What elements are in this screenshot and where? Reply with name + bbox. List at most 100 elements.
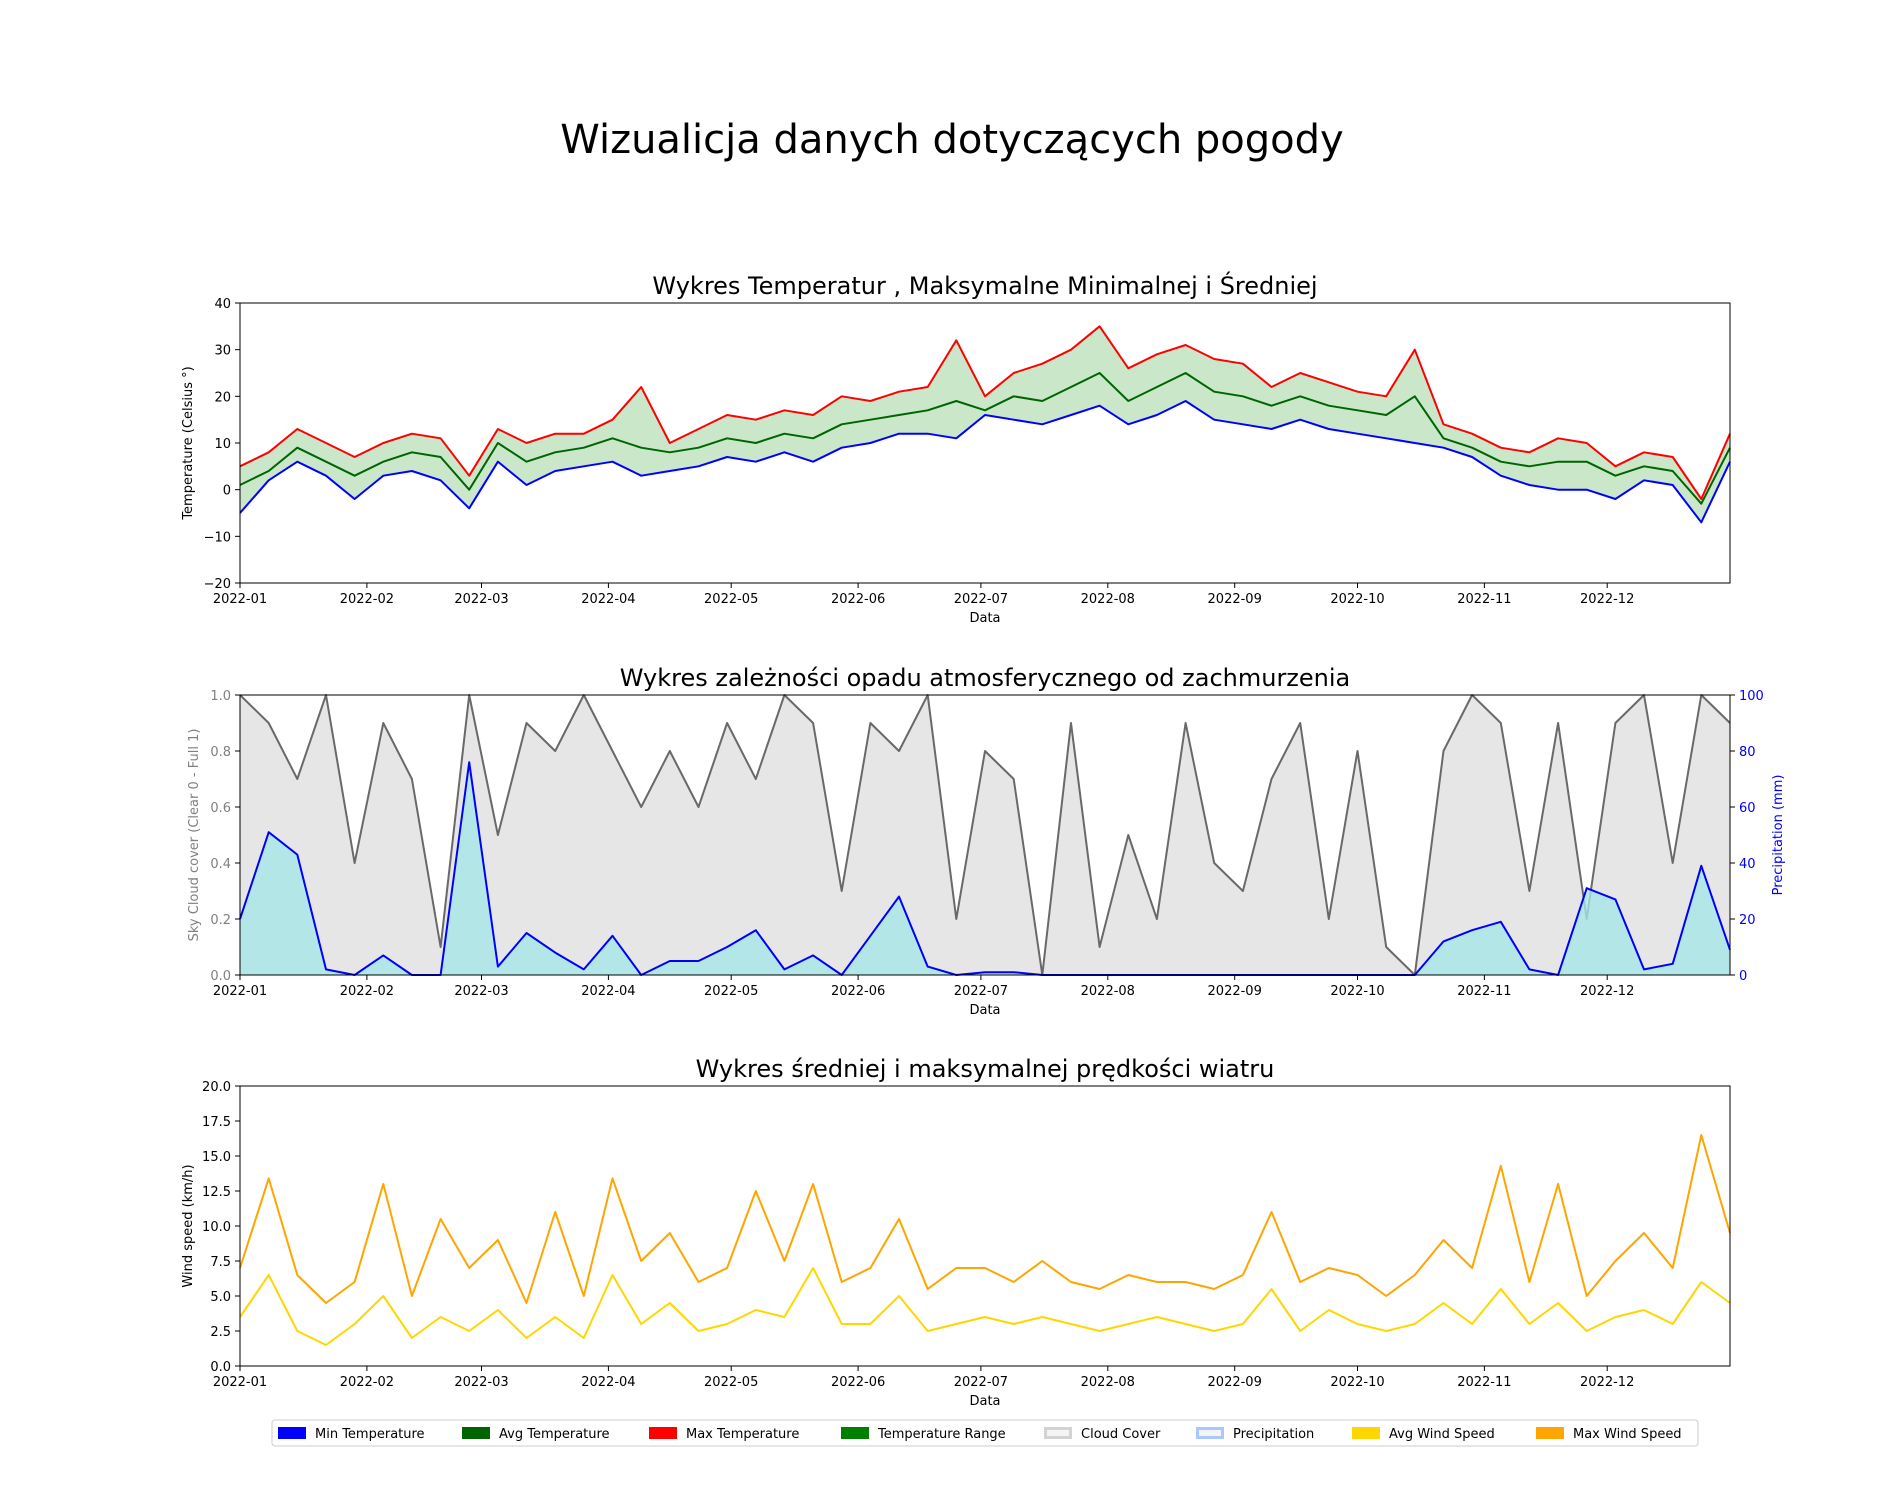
series-area-precipitation — [240, 762, 1730, 975]
x-tick-label: 2022-04 — [581, 1375, 635, 1390]
panel-title: Wykres Temperatur , Maksymalne Minimalne… — [652, 270, 1317, 300]
y-tick-label: 0.0 — [210, 1360, 231, 1375]
legend-label: Precipitation — [1233, 1427, 1314, 1442]
y-tick-label: 0 — [223, 484, 231, 499]
legend-entry: Cloud Cover — [1044, 1427, 1161, 1442]
x-tick-label: 2022-03 — [454, 984, 508, 999]
chart-panel-1: Wykres Temperatur , Maksymalne Minimalne… — [181, 270, 1731, 626]
legend-entry: Max Wind Speed — [1536, 1427, 1682, 1442]
axes-frame — [239, 1085, 1731, 1367]
y-right-tick-label: 100 — [1739, 689, 1764, 704]
x-axis-label: Data — [969, 1003, 1000, 1018]
y-axis-label: Sky Cloud cover (Clear 0 - Full 1) — [187, 729, 202, 942]
x-tick-label: 2022-01 — [213, 592, 267, 607]
y-tick-label: 2.5 — [210, 1325, 231, 1340]
legend-label: Max Wind Speed — [1573, 1427, 1682, 1442]
y-tick-label: 12.5 — [202, 1185, 231, 1200]
x-tick-label: 2022-07 — [954, 984, 1008, 999]
plot-area — [239, 1134, 1731, 1346]
x-tick-label: 2022-12 — [1580, 984, 1634, 999]
x-tick-label: 2022-06 — [831, 592, 885, 607]
legend-swatch — [1352, 1427, 1380, 1439]
x-tick-label: 2022-10 — [1330, 984, 1384, 999]
x-tick-label: 2022-11 — [1457, 1375, 1511, 1390]
y-axis-label: Wind speed (km/h) — [181, 1164, 196, 1287]
y-tick-label: 30 — [214, 344, 231, 359]
legend-swatch — [462, 1427, 490, 1439]
x-tick-label: 2022-02 — [340, 1375, 394, 1390]
legend-entry: Temperature Range — [841, 1427, 1006, 1442]
legend-entry: Min Temperature — [278, 1427, 425, 1442]
y-tick-label: 10 — [214, 437, 231, 452]
y-right-tick-label: 0 — [1739, 969, 1747, 984]
y-tick-label: 17.5 — [202, 1115, 231, 1130]
series-line-avg-temperature — [239, 372, 1731, 505]
y-axis-label: Temperature (Celsius °) — [181, 366, 196, 520]
y-right-axis-label: Precipitation (mm) — [1771, 775, 1786, 896]
x-tick-label: 2022-06 — [831, 1375, 885, 1390]
x-axis-label: Data — [969, 611, 1000, 626]
y-tick-label: 20.0 — [202, 1080, 231, 1095]
series-line-min-temperature — [239, 400, 1731, 524]
series-line-max-wind-speed — [239, 1134, 1731, 1304]
y-right-tick-label: 80 — [1739, 745, 1756, 760]
legend-label: Avg Temperature — [499, 1427, 610, 1442]
y-right-tick-label: 60 — [1739, 801, 1756, 816]
x-tick-label: 2022-01 — [213, 1375, 267, 1390]
legend-entry: Precipitation — [1196, 1427, 1314, 1442]
y-tick-label: 0.4 — [210, 857, 231, 872]
x-tick-label: 2022-08 — [1081, 984, 1135, 999]
x-tick-label: 2022-07 — [954, 1375, 1008, 1390]
x-tick-label: 2022-09 — [1208, 592, 1262, 607]
x-tick-label: 2022-11 — [1457, 592, 1511, 607]
plot-area — [239, 325, 1731, 524]
legend-swatch — [1196, 1427, 1224, 1439]
legend-label: Max Temperature — [686, 1427, 799, 1442]
legend-swatch — [841, 1427, 869, 1439]
y-tick-label: 15.0 — [202, 1150, 231, 1165]
x-tick-label: 2022-08 — [1081, 1375, 1135, 1390]
legend-label: Min Temperature — [315, 1427, 425, 1442]
legend-swatch — [278, 1427, 306, 1439]
x-tick-label: 2022-12 — [1580, 1375, 1634, 1390]
panel-title: Wykres zależności opadu atmosferycznego … — [620, 664, 1351, 692]
legend-swatch — [1536, 1427, 1564, 1439]
axes-frame — [239, 302, 1731, 584]
y-tick-label: 40 — [214, 297, 231, 312]
y-tick-label: 7.5 — [210, 1255, 231, 1270]
x-tick-label: 2022-08 — [1081, 592, 1135, 607]
y-tick-label: 1.0 — [210, 689, 231, 704]
x-tick-label: 2022-05 — [704, 984, 758, 999]
y-right-tick-label: 20 — [1739, 913, 1756, 928]
x-tick-label: 2022-03 — [454, 1375, 508, 1390]
series-line-avg-wind-speed — [239, 1267, 1731, 1346]
series-line-cloud-cover — [239, 694, 1731, 976]
legend-swatch — [649, 1427, 677, 1439]
legend-swatch — [1044, 1427, 1072, 1439]
x-tick-label: 2022-06 — [831, 984, 885, 999]
x-tick-label: 2022-02 — [340, 984, 394, 999]
chart-panel-2: Wykres zależności opadu atmosferycznego … — [187, 664, 1786, 1018]
series-area-cloud-cover — [240, 695, 1730, 975]
x-tick-label: 2022-01 — [213, 984, 267, 999]
x-tick-label: 2022-12 — [1580, 592, 1634, 607]
x-tick-label: 2022-03 — [454, 592, 508, 607]
y-tick-label: −20 — [204, 577, 231, 592]
y-tick-label: 0.2 — [210, 913, 231, 928]
legend-frame — [271, 1419, 1699, 1447]
y-tick-label: −10 — [204, 530, 231, 545]
y-right-tick-label: 40 — [1739, 857, 1756, 872]
x-tick-label: 2022-10 — [1330, 1375, 1384, 1390]
y-tick-label: 20 — [214, 390, 231, 405]
x-tick-label: 2022-11 — [1457, 984, 1511, 999]
y-tick-label: 10.0 — [202, 1220, 231, 1235]
x-tick-label: 2022-09 — [1208, 1375, 1262, 1390]
series-line-precipitation — [239, 761, 1731, 976]
legend-label: Cloud Cover — [1081, 1427, 1161, 1442]
legend-entry: Avg Wind Speed — [1352, 1427, 1495, 1442]
legend-entry: Max Temperature — [649, 1427, 799, 1442]
panel-title: Wykres średniej i maksymalnej prędkości … — [696, 1055, 1275, 1083]
axes-frame — [239, 694, 1731, 976]
x-tick-label: 2022-05 — [704, 1375, 758, 1390]
